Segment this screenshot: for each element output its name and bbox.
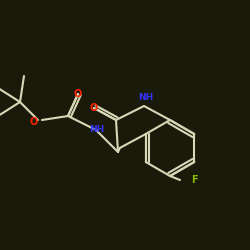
Text: NH: NH [90,124,104,134]
Text: NH: NH [138,94,154,102]
Text: F: F [191,175,197,185]
Text: O: O [90,103,98,113]
Text: O: O [30,117,38,127]
Text: O: O [74,89,82,99]
